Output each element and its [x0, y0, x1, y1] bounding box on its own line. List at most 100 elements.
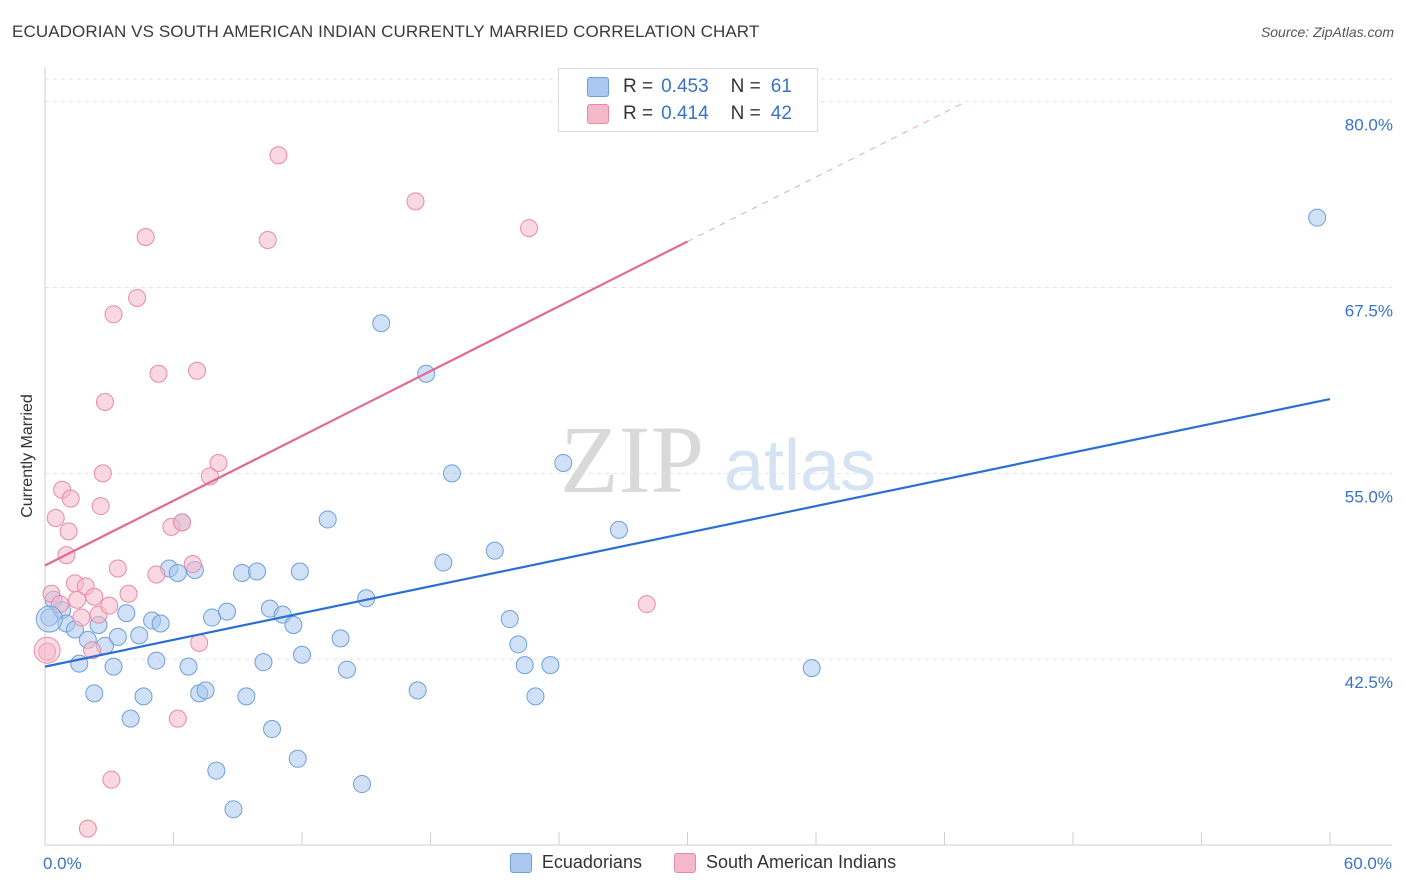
data-point [151, 614, 170, 633]
data-point [128, 288, 147, 307]
data-point [541, 656, 560, 675]
n-value: 42 [770, 103, 792, 124]
data-point [179, 657, 198, 676]
series-south-american-indians [38, 146, 656, 838]
data-point [136, 228, 155, 247]
y-tick-label: 80.0% [1345, 116, 1393, 135]
data-point [802, 659, 821, 678]
data-point [147, 565, 166, 584]
legend-label-ecuadorians: Ecuadorians [541, 852, 642, 872]
data-point [117, 604, 136, 623]
n-value: 61 [770, 76, 792, 97]
data-point [258, 230, 277, 249]
data-point [637, 595, 656, 614]
y-tick-label: 42.5% [1345, 673, 1393, 692]
series-ecuadorians [40, 208, 1327, 819]
data-point [95, 393, 114, 412]
data-point [408, 681, 427, 700]
data-point [121, 709, 140, 728]
data-point [500, 610, 519, 629]
data-point [288, 749, 307, 768]
data-point [190, 633, 209, 652]
data-point [263, 720, 282, 739]
legend-swatch-south-american-indians [673, 852, 696, 873]
r-value: 0.414 [661, 103, 709, 124]
data-point [293, 645, 311, 664]
legend-swatch-south-american-indians [587, 104, 609, 124]
data-point [46, 508, 65, 527]
watermark: ZIP atlas [560, 406, 876, 513]
data-point [61, 489, 80, 508]
y-tick-label: 67.5% [1345, 302, 1393, 321]
n-label: N = [730, 103, 761, 124]
data-point [85, 587, 104, 606]
r-label: R = [623, 103, 654, 124]
data-point [526, 687, 545, 706]
legend-swatch-ecuadorians [587, 77, 609, 97]
data-point [78, 819, 97, 838]
data-point [173, 513, 192, 532]
y-axis-label: Currently Married [19, 394, 36, 518]
data-point [207, 761, 226, 780]
legend-row-ecuadorians: R = 0.453 N = 61 [587, 75, 792, 99]
correlation-legend: R = 0.453 N = 61 R = 0.414 N = 42 [558, 68, 818, 132]
data-point [188, 361, 207, 380]
legend-item-ecuadorians[interactable]: Ecuadorians [509, 852, 642, 873]
data-point [104, 305, 123, 324]
data-point [130, 626, 149, 645]
data-point [91, 497, 110, 516]
data-point [520, 219, 539, 238]
data-point [224, 800, 243, 819]
data-point [119, 584, 138, 603]
data-point [609, 520, 628, 539]
data-point [248, 562, 267, 581]
data-point [337, 660, 356, 679]
data-point [149, 364, 168, 383]
data-point [331, 629, 350, 648]
data-point [203, 608, 222, 627]
data-point [485, 541, 504, 560]
data-point [100, 596, 119, 615]
data-point [104, 657, 123, 676]
data-point [85, 684, 104, 703]
data-point [434, 553, 453, 572]
data-point [515, 656, 534, 675]
data-points [33, 146, 1327, 838]
data-point-cluster [35, 605, 63, 633]
data-point [406, 192, 425, 211]
data-point [134, 687, 153, 706]
n-label: N = [730, 76, 761, 97]
data-point [147, 651, 166, 670]
trend-line [44, 397, 1331, 668]
data-point [218, 602, 237, 621]
data-point [318, 510, 337, 529]
legend-label-south-american-indians: South American Indians [705, 852, 897, 872]
watermark-atlas: atlas [724, 426, 876, 506]
source-label: Source: ZipAtlas.com [1260, 24, 1394, 40]
data-point [284, 615, 303, 634]
data-point [168, 709, 187, 728]
x-tick-label: 60.0% [1344, 854, 1392, 873]
axes [44, 67, 1392, 846]
data-point [352, 775, 371, 794]
data-point [168, 563, 187, 582]
data-point [233, 563, 252, 582]
x-tick-label: 0.0% [43, 854, 82, 873]
tick-labels: 42.5% 55.0% 67.5% 80.0% 0.0% 60.0% [43, 116, 1393, 873]
data-point [269, 146, 288, 165]
data-point [108, 559, 127, 578]
y-tick-label: 55.0% [1345, 487, 1393, 506]
series-legend: Ecuadorians South American Indians [0, 852, 1406, 873]
data-point [509, 635, 528, 654]
trend-line [44, 240, 688, 567]
legend-swatch-ecuadorians [509, 852, 532, 873]
data-point [183, 555, 202, 574]
legend-row-south-american-indians: R = 0.414 N = 42 [587, 102, 792, 126]
data-point [68, 590, 87, 609]
data-point [290, 562, 309, 581]
legend-item-south-american-indians[interactable]: South American Indians [673, 852, 897, 873]
r-value: 0.453 [661, 76, 709, 97]
data-point [1308, 208, 1327, 227]
data-point [209, 453, 228, 472]
data-point [554, 453, 573, 472]
